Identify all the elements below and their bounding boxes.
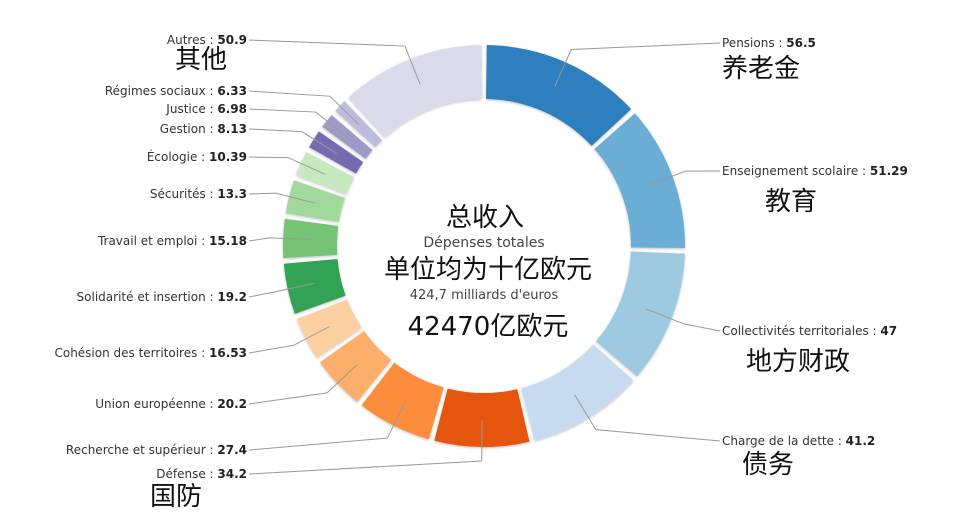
leader-line-gestion [248, 128, 337, 154]
slice-charge-de-la-dette[interactable] [521, 344, 634, 441]
cn-annotation-enseignement-scolaire: 教育 [765, 187, 817, 217]
leader-line-securites [248, 192, 316, 204]
slice-autres[interactable] [348, 45, 482, 138]
slice-ecologie[interactable] [295, 151, 355, 195]
data-label-union-europeenne: Union européenne : 20.2 [95, 397, 247, 411]
slices-group [283, 45, 685, 447]
slice-travail-et-emploi[interactable] [283, 218, 339, 259]
leader-line-solidarite-et-insertion [248, 282, 315, 298]
data-label-recherche-et-superieur: Recherche et supérieur : 27.4 [66, 443, 247, 457]
leader-line-collectivites-territoriales [645, 308, 721, 332]
data-label-regimes-sociaux: Régimes sociaux : 6.33 [105, 84, 247, 98]
slice-solidarite-et-insertion[interactable] [283, 258, 346, 314]
leader-line-cohesion-des-territoires [248, 326, 330, 354]
center-total-cn: 42470亿欧元 [408, 312, 569, 342]
labels-group: Pensions : 56.5 Enseignement scolaire : 5… [54, 33, 907, 481]
data-label-collectivites-territoriales: Collectivités territoriales : 47 [722, 324, 897, 338]
leader-line-recherche-et-superieur [248, 401, 407, 451]
leader-line-justice [248, 108, 349, 138]
slice-gestion[interactable] [309, 131, 364, 174]
data-label-charge-de-la-dette: Charge de la dette : 41.2 [722, 434, 875, 448]
leader-line-pensions [554, 42, 721, 88]
slice-cohesion-des-territoires[interactable] [296, 299, 362, 358]
cn-annotation-collectivites-territoriales: 地方财政 [746, 347, 850, 377]
data-label-enseignement-scolaire: Enseignement scolaire : 51.29 [722, 164, 908, 178]
data-label-ecologie: Écologie : 10.39 [147, 149, 247, 164]
data-label-gestion: Gestion : 8.13 [160, 122, 247, 136]
leader-lines-group [248, 39, 721, 475]
slice-securites[interactable] [285, 180, 346, 222]
data-label-travail-et-emploi: Travail et emploi : 15.18 [97, 234, 247, 248]
data-label-cohesion-des-territoires: Cohésion des territoires : 16.53 [54, 346, 247, 360]
center-total-fr: 424,7 milliards d'euros [410, 288, 559, 303]
cn-annotation-charge-de-la-dette: 债务 [742, 450, 794, 480]
leader-line-union-europeenne [248, 364, 358, 405]
slice-collectivites-territoriales[interactable] [595, 251, 685, 377]
data-label-autres: Autres : 50.9 [167, 33, 247, 47]
data-label-solidarite-et-insertion: Solidarité et insertion : 19.2 [77, 290, 247, 304]
slice-enseignement-scolaire[interactable] [594, 113, 685, 248]
leader-line-enseignement-scolaire [646, 170, 721, 186]
leader-line-regimes-sociaux [248, 90, 360, 126]
center-text-group: 总收入 Dépenses totales 单位均为十亿欧元 424,7 mill… [384, 203, 592, 342]
cn-annotation-defense: 国防 [150, 482, 202, 512]
leader-line-defense [248, 419, 483, 475]
leader-line-travail-et-emploi [248, 237, 311, 242]
slice-pensions[interactable] [486, 45, 632, 146]
leader-line-ecologie [248, 156, 326, 175]
center-unit: 单位均为十亿欧元 [384, 255, 592, 285]
leader-line-charge-de-la-dette [574, 394, 721, 442]
center-subtitle: Dépenses totales [423, 235, 544, 251]
data-label-securites: Sécurités : 13.3 [150, 187, 247, 201]
slice-defense[interactable] [434, 388, 530, 447]
center-title: 总收入 [446, 203, 524, 233]
data-label-defense: Défense : 34.2 [156, 467, 247, 481]
leader-line-autres [248, 39, 421, 85]
cn-annotation-pensions: 养老金 [722, 54, 800, 84]
data-label-justice: Justice : 6.98 [165, 102, 247, 116]
slice-recherche-et-superieur[interactable] [361, 362, 444, 440]
cn-annotation-autres: 其他 [175, 45, 227, 75]
data-label-pensions: Pensions : 56.5 [722, 36, 816, 50]
